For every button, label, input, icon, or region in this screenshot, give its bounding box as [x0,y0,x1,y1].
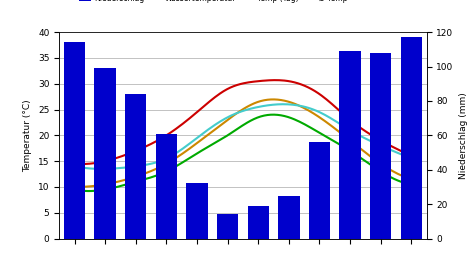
Y-axis label: Temperatur (°C): Temperatur (°C) [24,99,33,172]
Y-axis label: Niederschlag (mm): Niederschlag (mm) [459,92,468,179]
Bar [186,184,208,239]
Bar [217,214,238,239]
Bar [247,206,269,239]
Bar [278,196,300,239]
Bar [125,94,146,239]
Bar [309,142,330,239]
Bar [64,43,85,239]
Bar [401,37,422,239]
Bar [155,134,177,239]
Legend: Niederschlag, Wassertemperatur, Temp (Tag), Ø Temp: Niederschlag, Wassertemperatur, Temp (Ta… [76,0,351,6]
Bar [370,53,392,239]
Bar [94,68,116,239]
Bar [339,51,361,239]
